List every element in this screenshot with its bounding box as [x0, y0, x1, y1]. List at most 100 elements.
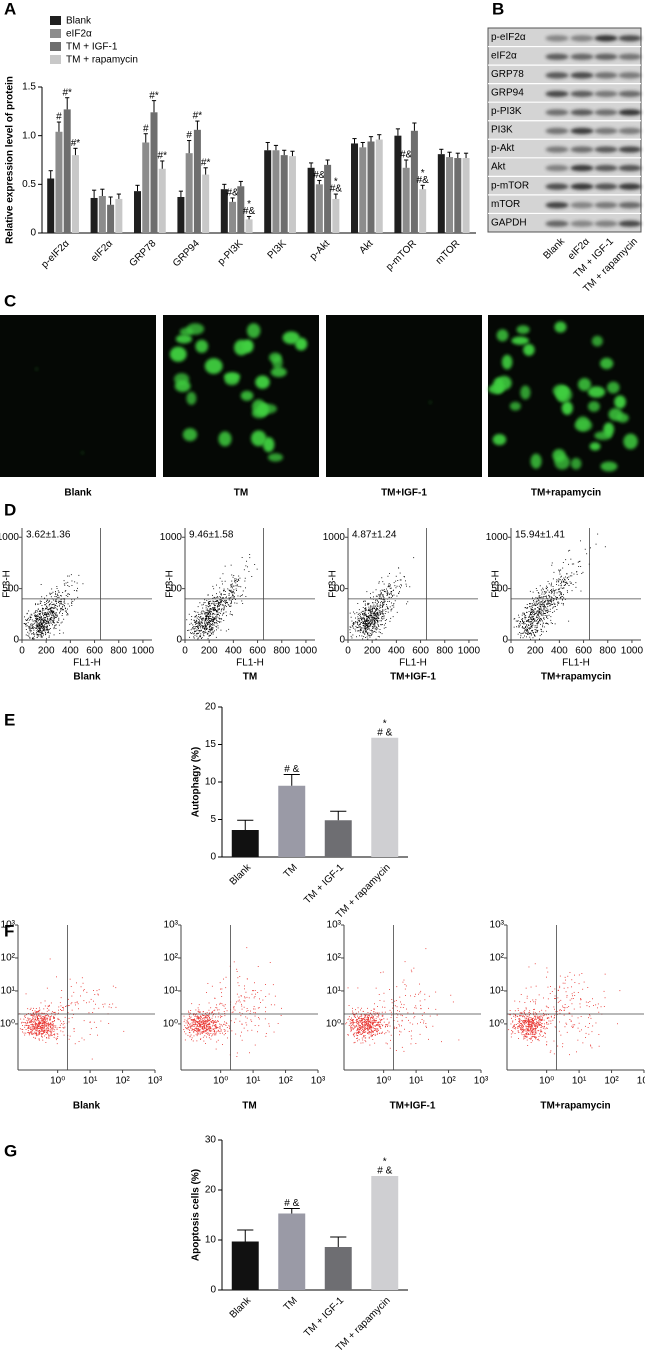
event-dot	[538, 608, 540, 610]
event-dot	[241, 557, 243, 558]
event-dot	[48, 615, 50, 617]
event-dot	[405, 1017, 407, 1018]
event-dot	[360, 1020, 362, 1022]
event-dot	[244, 996, 245, 998]
event-dot	[214, 618, 216, 619]
event-dot	[540, 597, 542, 599]
event-dot	[390, 1034, 392, 1036]
event-dot	[234, 602, 236, 604]
event-dot	[209, 622, 210, 624]
event-dot	[211, 602, 213, 604]
event-dot	[235, 580, 237, 582]
event-dot	[68, 998, 69, 1000]
event-dot	[58, 617, 60, 619]
event-dot	[584, 548, 586, 550]
event-dot	[378, 1021, 380, 1023]
event-dot	[576, 573, 578, 575]
event-dot	[28, 1026, 30, 1028]
event-dot	[381, 1011, 383, 1013]
event-dot	[78, 1041, 80, 1042]
event-dot	[44, 1020, 46, 1022]
event-dot	[203, 1021, 205, 1023]
event-dot	[373, 1029, 375, 1031]
event-dot	[191, 1028, 193, 1030]
event-dot	[53, 1026, 55, 1028]
event-dot	[213, 620, 214, 622]
event-dot	[383, 617, 385, 619]
event-dot	[216, 629, 217, 631]
event-dot	[374, 1035, 376, 1036]
event-dot	[223, 1005, 225, 1007]
event-dot	[382, 604, 384, 606]
event-dot	[216, 610, 218, 612]
event-dot	[52, 612, 54, 614]
event-dot	[205, 618, 207, 619]
event-dot	[216, 616, 218, 618]
event-dot	[48, 636, 50, 638]
event-dot	[517, 620, 519, 622]
event-dot	[45, 626, 46, 628]
event-dot	[382, 595, 384, 597]
event-dot	[365, 608, 367, 610]
event-dot	[47, 1027, 48, 1029]
event-dot	[355, 625, 357, 627]
event-dot	[529, 618, 531, 620]
event-dot	[32, 626, 34, 628]
event-dot	[363, 601, 364, 603]
event-dot	[368, 1024, 370, 1026]
event-dot	[253, 1012, 255, 1013]
event-dot	[421, 1014, 423, 1016]
event-dot	[62, 1027, 64, 1028]
cell	[552, 448, 566, 463]
event-dot	[352, 623, 354, 625]
x-tick-label: 200	[201, 646, 218, 657]
event-dot	[241, 1023, 243, 1025]
event-dot	[355, 1012, 357, 1014]
event-dot	[47, 1023, 49, 1025]
event-dot	[203, 1040, 205, 1042]
event-dot	[219, 577, 221, 579]
event-dot	[221, 600, 223, 602]
event-dot	[184, 1019, 186, 1021]
annotation: 9.46±1.58	[189, 530, 234, 541]
event-dot	[365, 1037, 367, 1039]
event-dot	[204, 1027, 206, 1028]
event-dot	[381, 616, 383, 618]
event-dot	[571, 582, 572, 584]
event-dot	[542, 597, 544, 599]
event-dot	[564, 579, 566, 581]
event-dot	[560, 592, 562, 594]
event-dot	[378, 1012, 380, 1014]
cell	[623, 433, 638, 450]
event-dot	[366, 591, 368, 593]
error-bar	[48, 170, 53, 179]
event-dot	[551, 582, 552, 584]
event-dot	[547, 581, 549, 582]
event-dot	[219, 621, 220, 623]
event-dot	[547, 609, 549, 611]
event-dot	[198, 630, 200, 631]
event-dot	[389, 573, 390, 574]
event-dot	[195, 1029, 196, 1031]
event-dot	[200, 627, 202, 629]
event-dot	[46, 638, 47, 640]
x-tick-label: 400	[225, 646, 242, 657]
event-dot	[208, 1024, 209, 1025]
event-dot	[376, 615, 378, 617]
event-dot	[44, 628, 46, 630]
error-bar	[135, 184, 140, 192]
event-dot	[35, 621, 37, 623]
event-dot	[33, 638, 35, 640]
event-dot	[556, 597, 557, 599]
event-dot	[371, 616, 373, 618]
event-dot	[382, 971, 384, 973]
event-dot	[370, 1024, 371, 1026]
event-dot	[387, 611, 389, 613]
event-dot	[357, 614, 359, 615]
event-dot	[47, 1014, 48, 1016]
event-dot	[211, 624, 212, 625]
event-dot	[538, 622, 540, 624]
event-dot	[539, 585, 541, 587]
event-dot	[213, 1020, 215, 1022]
event-dot	[531, 607, 533, 609]
